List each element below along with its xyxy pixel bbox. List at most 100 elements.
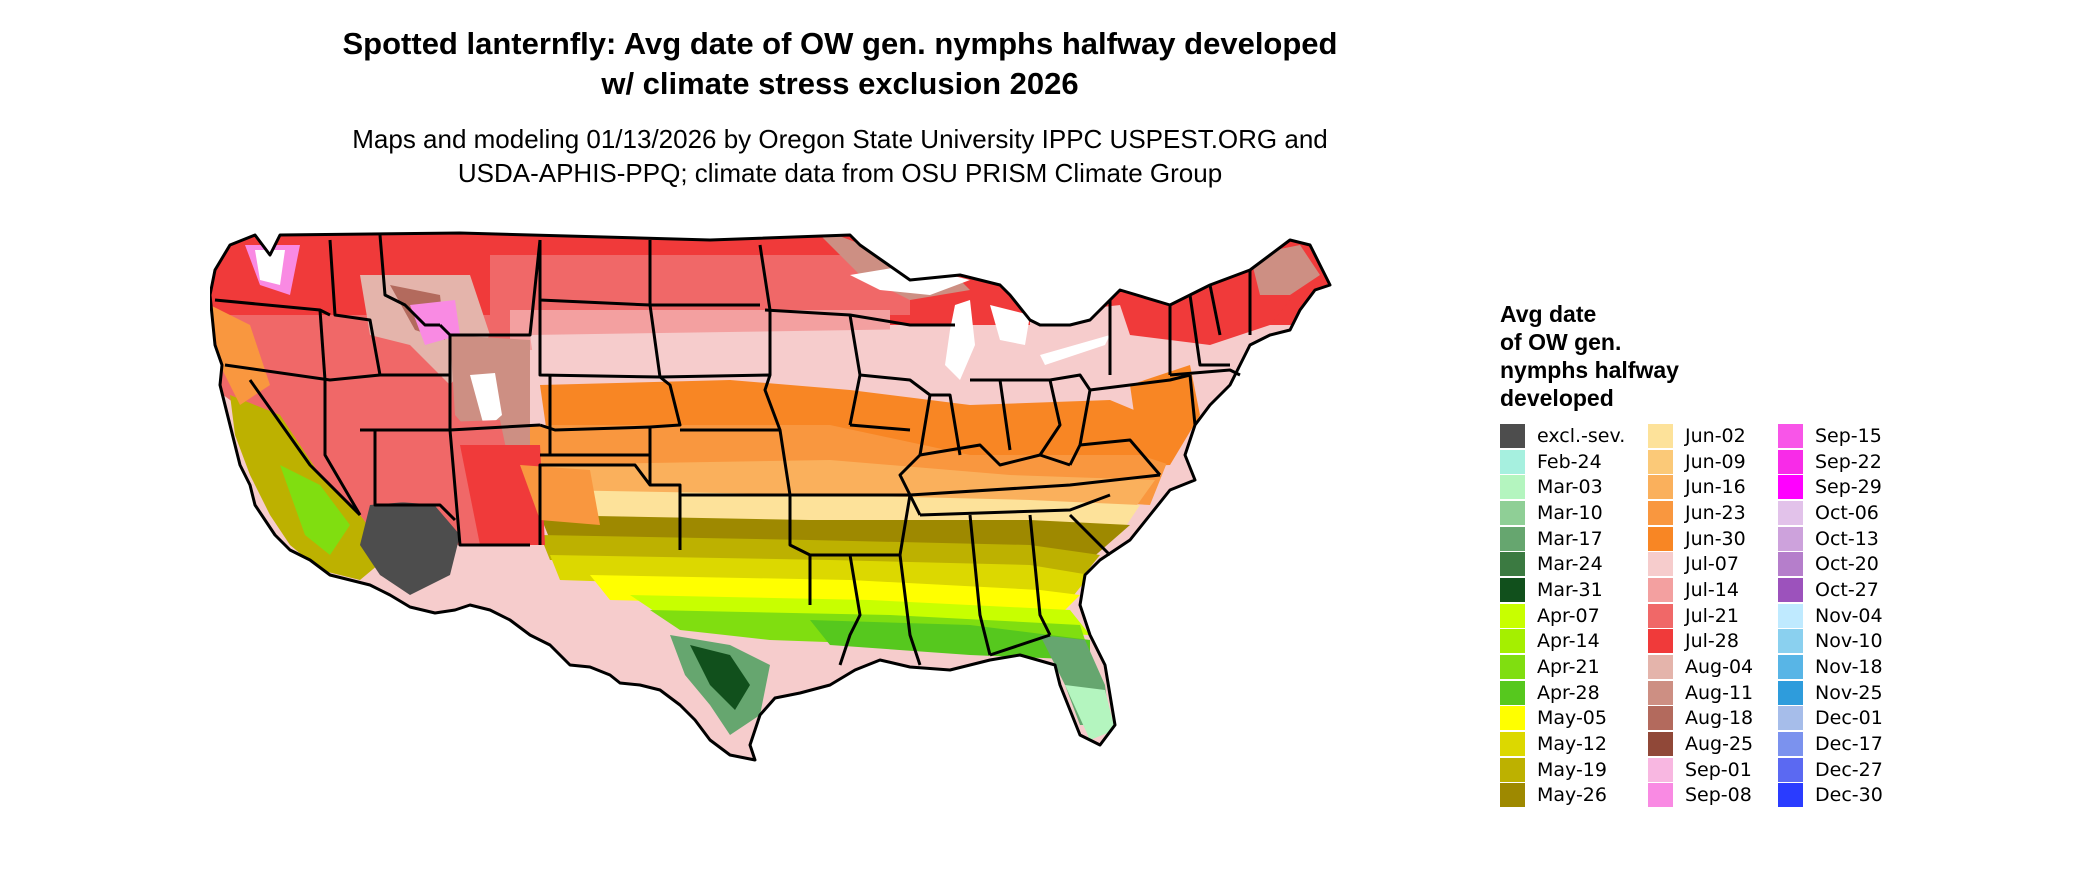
legend-entry: Oct-20	[1778, 551, 1883, 577]
legend-swatch	[1778, 526, 1803, 551]
legend-entry: Jun-02	[1648, 423, 1753, 449]
legend-swatch	[1778, 655, 1803, 680]
legend-entry: Feb-24	[1500, 449, 1625, 475]
legend-entry: Jun-16	[1648, 474, 1753, 500]
legend-entry: Nov-10	[1778, 629, 1883, 655]
legend-entry: Mar-31	[1500, 577, 1625, 603]
lake-huron	[990, 305, 1030, 345]
legend-entry: Oct-13	[1778, 526, 1883, 552]
legend-entry: Mar-17	[1500, 526, 1625, 552]
legend-entry: Dec-17	[1778, 731, 1883, 757]
legend-swatch	[1500, 449, 1525, 474]
legend-label: May-19	[1537, 758, 1607, 781]
map-subtitle-line-2: USDA-APHIS-PPQ; climate data from OSU PR…	[457, 158, 1223, 188]
legend-entry: Oct-27	[1778, 577, 1883, 603]
legend-swatch	[1778, 629, 1803, 654]
zone-california-jun	[210, 305, 270, 405]
legend-swatch	[1648, 577, 1673, 602]
legend-entry: Jul-14	[1648, 577, 1753, 603]
legend-label: May-05	[1537, 707, 1607, 730]
legend-swatch	[1778, 577, 1803, 602]
legend-label: Jun-30	[1685, 527, 1746, 550]
legend-label: Nov-18	[1815, 656, 1883, 679]
legend-label: Mar-31	[1537, 578, 1603, 601]
legend-swatch	[1500, 552, 1525, 577]
legend-swatch	[1500, 603, 1525, 628]
legend-label: Mar-17	[1537, 527, 1603, 550]
legend-label: Nov-25	[1815, 681, 1883, 704]
legend-entry: Jul-07	[1648, 551, 1753, 577]
legend-label: Nov-04	[1815, 604, 1883, 627]
legend-label: Dec-01	[1815, 707, 1883, 730]
legend-entry: Dec-30	[1778, 783, 1883, 809]
zone-mar-03-florida	[1065, 685, 1115, 740]
legend-label: Sep-01	[1685, 758, 1752, 781]
legend-entry: May-05	[1500, 706, 1625, 732]
legend-swatch	[1648, 475, 1673, 500]
legend-swatch	[1778, 423, 1803, 448]
legend-title-line: developed	[1500, 385, 1614, 411]
legend-swatch	[1648, 757, 1673, 782]
legend-entry: Dec-27	[1778, 757, 1883, 783]
legend-entry: Apr-07	[1500, 603, 1625, 629]
legend-label: Oct-13	[1815, 527, 1879, 550]
zone-mar-31-texas	[690, 645, 750, 710]
zone-colorado-peaks	[470, 373, 502, 430]
legend-swatch	[1778, 706, 1803, 731]
legend-label: Nov-10	[1815, 630, 1883, 653]
zone-apr-28	[810, 620, 1090, 660]
legend-entry: Apr-14	[1500, 629, 1625, 655]
map-subtitle: Maps and modeling 01/13/2026 by Oregon S…	[240, 122, 1440, 190]
legend-label: Jul-21	[1685, 604, 1739, 627]
legend-entry: Nov-18	[1778, 654, 1883, 680]
legend-swatch	[1500, 655, 1525, 680]
legend-label: Dec-27	[1815, 758, 1883, 781]
legend-label: Sep-15	[1815, 424, 1882, 447]
legend-label: Apr-14	[1537, 630, 1600, 653]
legend-swatch	[1778, 449, 1803, 474]
legend-entry: Jul-21	[1648, 603, 1753, 629]
legend-entry: Sep-01	[1648, 757, 1753, 783]
legend-swatch	[1500, 732, 1525, 757]
legend-entry: Jul-28	[1648, 629, 1753, 655]
legend-swatch	[1778, 475, 1803, 500]
legend-swatch	[1648, 603, 1673, 628]
legend-swatch	[1500, 757, 1525, 782]
legend-label: Apr-07	[1537, 604, 1600, 627]
legend-title-line: Avg date	[1500, 301, 1597, 327]
legend-label: Mar-03	[1537, 476, 1603, 499]
legend-swatch	[1648, 526, 1673, 551]
legend-entry: Jun-23	[1648, 500, 1753, 526]
legend-entry: Dec-01	[1778, 706, 1883, 732]
lake-michigan	[945, 300, 975, 380]
legend-label: Sep-08	[1685, 784, 1752, 807]
legend-swatch	[1778, 783, 1803, 808]
legend-entry: Mar-10	[1500, 500, 1625, 526]
legend-swatch	[1648, 423, 1673, 448]
legend-swatch	[1500, 475, 1525, 500]
legend-swatch	[1778, 603, 1803, 628]
us-map	[210, 231, 1332, 762]
legend-label: Jun-09	[1685, 450, 1746, 473]
legend-entry: Sep-15	[1778, 423, 1883, 449]
legend-column-2: Jun-02 Jun-09 Jun-16 Jun-23 Jun-30 Jul-07 Jul-…	[1648, 423, 1753, 808]
legend-entry: Jun-30	[1648, 526, 1753, 552]
legend-label: May-12	[1537, 733, 1607, 756]
legend-label: Sep-22	[1815, 450, 1882, 473]
legend-entry: Apr-28	[1500, 680, 1625, 706]
legend-swatch	[1648, 629, 1673, 654]
legend-swatch	[1778, 680, 1803, 705]
legend-swatch	[1648, 655, 1673, 680]
legend-entry: Apr-21	[1500, 654, 1625, 680]
legend-swatch	[1778, 552, 1803, 577]
legend-column-3: Sep-15 Sep-22 Sep-29 Oct-06 Oct-13 Oct-20 Oct-…	[1778, 423, 1883, 808]
legend-swatch	[1500, 577, 1525, 602]
legend-title: Avg date of OW gen. nymphs halfway devel…	[1500, 300, 1679, 412]
legend-swatch	[1648, 706, 1673, 731]
zone-white-peaks	[255, 250, 285, 285]
legend-entry: Oct-06	[1778, 500, 1883, 526]
legend-label: Mar-10	[1537, 501, 1603, 524]
legend-label: Oct-06	[1815, 501, 1879, 524]
legend-entry: Mar-24	[1500, 551, 1625, 577]
legend-label: Oct-27	[1815, 578, 1879, 601]
